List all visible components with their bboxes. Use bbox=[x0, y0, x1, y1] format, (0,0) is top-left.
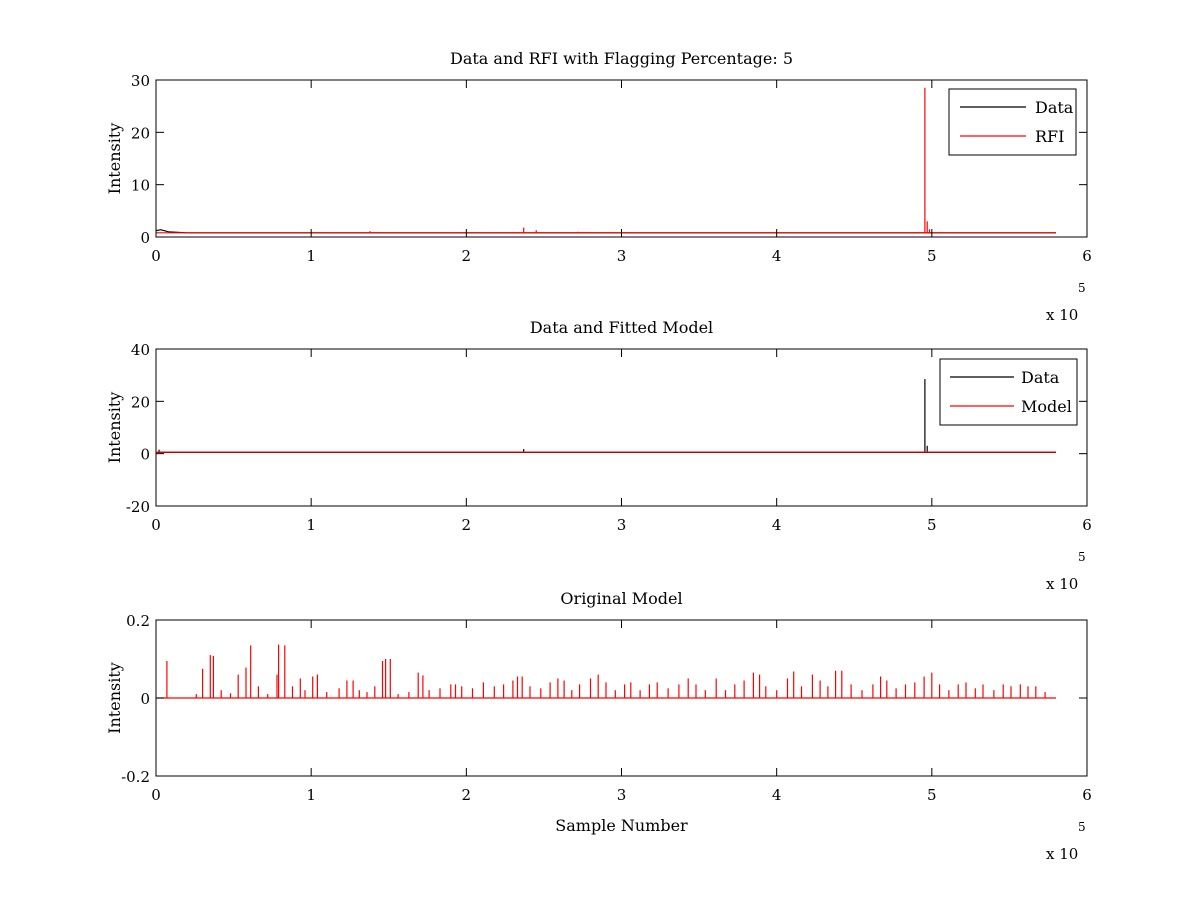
x-axis-label: Sample Number bbox=[555, 816, 688, 835]
chart-title: Data and Fitted Model bbox=[530, 318, 713, 337]
x-tick-label: 0 bbox=[151, 786, 161, 804]
x-multiplier: x 105 bbox=[1046, 281, 1086, 324]
x-tick-label: 3 bbox=[617, 516, 627, 534]
subplot-1: 0 1 2 3 4 5 6 0 10 20 30 Data and RFI with Flagging… bbox=[105, 49, 1092, 324]
x-multiplier: x 105 bbox=[1046, 550, 1086, 593]
y-tick-label: 0.2 bbox=[126, 612, 150, 630]
x-tick-label: 3 bbox=[617, 786, 627, 804]
x-tick-label: 6 bbox=[1082, 247, 1092, 265]
x-tick-label: 0 bbox=[151, 516, 161, 534]
x-tick-label: 2 bbox=[462, 247, 472, 265]
y-tick-label: 0 bbox=[140, 690, 150, 708]
x-multiplier-exponent: 5 bbox=[1078, 820, 1086, 834]
plot-area bbox=[155, 87, 1056, 234]
y-tick-label: 0 bbox=[140, 229, 150, 247]
x-tick-label: 2 bbox=[462, 786, 472, 804]
axes-frame bbox=[155, 348, 1088, 507]
x-tick-label: 1 bbox=[306, 247, 316, 265]
x-multiplier-exponent: 5 bbox=[1078, 281, 1086, 295]
y-axis-label: Intensity bbox=[105, 392, 124, 464]
y-tick-label: 20 bbox=[131, 124, 150, 142]
legend-label: Data bbox=[1021, 368, 1060, 387]
y-tick-label: 10 bbox=[131, 177, 150, 195]
x-multiplier-exponent: 5 bbox=[1078, 550, 1086, 564]
x-tick-label: 5 bbox=[927, 247, 937, 265]
x-multiplier-base: x 10 bbox=[1046, 845, 1078, 863]
x-tick-label: 1 bbox=[306, 516, 316, 534]
x-tick-label: 3 bbox=[617, 247, 627, 265]
x-tick-label: 5 bbox=[927, 516, 937, 534]
y-tick-label: 30 bbox=[131, 72, 150, 90]
x-tick-label: 4 bbox=[772, 516, 782, 534]
y-tick-label: -20 bbox=[126, 498, 150, 516]
legend: Data RFI bbox=[948, 88, 1077, 156]
chart-title: Data and RFI with Flagging Percentage: 5 bbox=[450, 49, 793, 68]
legend-box bbox=[939, 358, 1078, 426]
x-tick-label: 5 bbox=[927, 786, 937, 804]
axes-frame bbox=[155, 79, 1088, 238]
y-axis-label: Intensity bbox=[105, 123, 124, 195]
y-axis-label: Intensity bbox=[105, 662, 124, 734]
x-tick-label: 0 bbox=[151, 247, 161, 265]
legend-box bbox=[948, 88, 1077, 156]
y-tick-label: 40 bbox=[131, 341, 150, 359]
legend-label: Data bbox=[1035, 98, 1074, 117]
legend-label: RFI bbox=[1035, 127, 1064, 146]
x-tick-label: 1 bbox=[306, 786, 316, 804]
x-tick-label: 2 bbox=[462, 516, 472, 534]
legend: Data Model bbox=[939, 358, 1078, 426]
y-tick-label: 0 bbox=[140, 446, 150, 464]
x-tick-label: 4 bbox=[772, 247, 782, 265]
x-multiplier-base: x 10 bbox=[1046, 306, 1078, 324]
y-tick-label: -0.2 bbox=[121, 768, 150, 786]
chart-title: Original Model bbox=[560, 589, 682, 608]
x-multiplier-base: x 10 bbox=[1046, 575, 1078, 593]
x-tick-label: 6 bbox=[1082, 516, 1092, 534]
plot-area bbox=[156, 644, 1056, 699]
x-tick-label: 6 bbox=[1082, 786, 1092, 804]
legend-label: Model bbox=[1021, 397, 1072, 416]
y-tick-label: 20 bbox=[131, 393, 150, 411]
plot-area bbox=[156, 379, 1056, 453]
x-multiplier: x 105 bbox=[1046, 820, 1086, 863]
x-tick-label: 4 bbox=[772, 786, 782, 804]
